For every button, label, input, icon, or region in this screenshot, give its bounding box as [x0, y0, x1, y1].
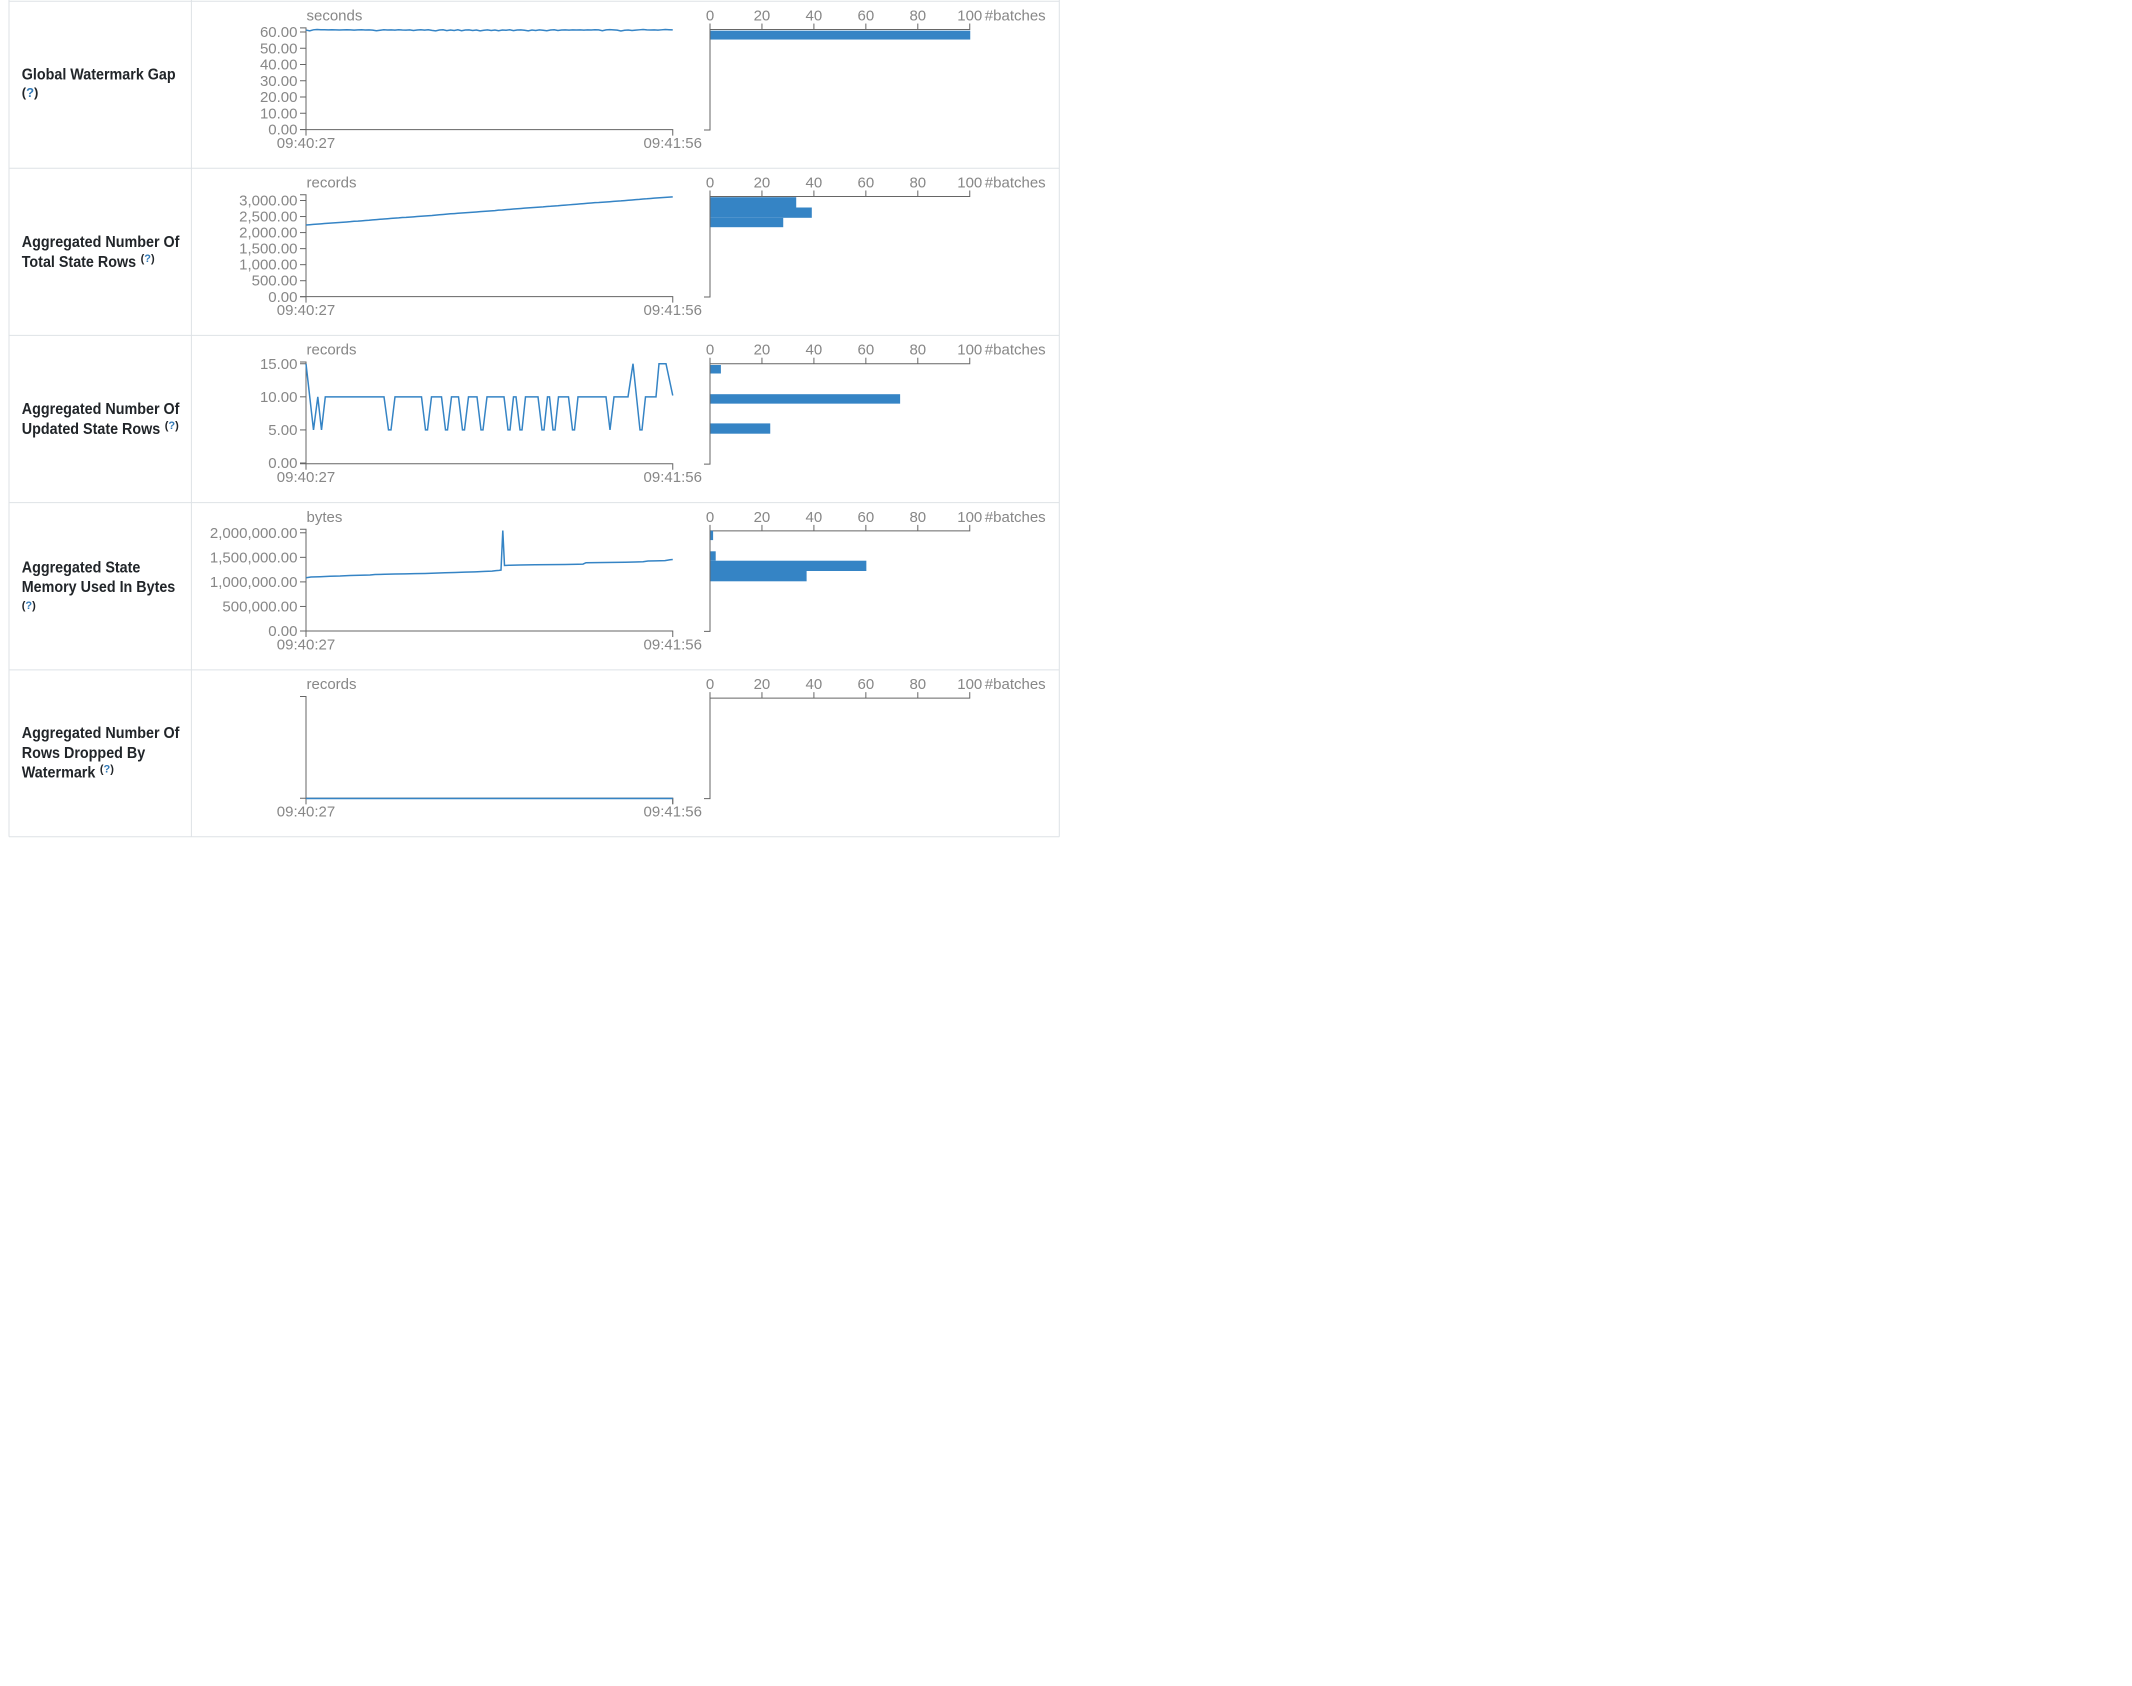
svg-text:60: 60	[858, 175, 875, 192]
svg-text:#batches: #batches	[985, 342, 1046, 359]
svg-text:15.00: 15.00	[260, 356, 298, 373]
svg-text:80: 80	[909, 676, 926, 693]
svg-text:0: 0	[706, 676, 714, 693]
svg-text:#batches: #batches	[985, 509, 1046, 526]
svg-text:09:41:56: 09:41:56	[644, 302, 702, 319]
svg-text:#batches: #batches	[985, 175, 1046, 192]
svg-text:records: records	[307, 342, 357, 359]
svg-text:09:40:27: 09:40:27	[277, 135, 335, 152]
svg-text:20.00: 20.00	[260, 89, 298, 106]
svg-text:(?): (?)	[141, 253, 155, 265]
svg-text:80: 80	[909, 8, 926, 25]
svg-text:09:40:27: 09:40:27	[277, 636, 335, 653]
svg-text:Aggregated Number Of: Aggregated Number Of	[22, 725, 180, 742]
svg-text:40: 40	[806, 342, 823, 359]
svg-text:Watermark: Watermark	[22, 765, 96, 782]
svg-text:40: 40	[806, 175, 823, 192]
svg-text:40: 40	[806, 676, 823, 693]
svg-text:09:41:56: 09:41:56	[644, 636, 702, 653]
svg-text:0: 0	[706, 175, 714, 192]
svg-text:#batches: #batches	[985, 8, 1046, 25]
svg-text:Aggregated State: Aggregated State	[22, 559, 141, 576]
svg-text:80: 80	[909, 342, 926, 359]
svg-text:500,000.00: 500,000.00	[222, 598, 297, 615]
svg-text:60.00: 60.00	[260, 24, 298, 41]
svg-text:Aggregated Number Of: Aggregated Number Of	[22, 401, 180, 418]
svg-text:100: 100	[957, 8, 982, 25]
svg-text:Updated State Rows: Updated State Rows	[22, 421, 161, 438]
svg-text:09:40:27: 09:40:27	[277, 804, 335, 821]
svg-text:2,000,000.00: 2,000,000.00	[210, 525, 298, 542]
svg-text:Rows Dropped By: Rows Dropped By	[22, 745, 146, 762]
svg-text:records: records	[307, 174, 357, 191]
svg-text:100: 100	[957, 676, 982, 693]
svg-text:60: 60	[858, 509, 875, 526]
svg-text:60: 60	[858, 676, 875, 693]
svg-text:1,000.00: 1,000.00	[239, 257, 297, 274]
svg-text:09:41:56: 09:41:56	[644, 469, 702, 486]
svg-text:10.00: 10.00	[260, 389, 298, 406]
svg-text:100: 100	[957, 509, 982, 526]
svg-text:100: 100	[957, 342, 982, 359]
svg-text:5.00: 5.00	[268, 422, 297, 439]
svg-text:1,500,000.00: 1,500,000.00	[210, 549, 298, 566]
svg-text:2,500.00: 2,500.00	[239, 209, 297, 226]
svg-text:09:41:56: 09:41:56	[644, 804, 702, 821]
svg-text:40: 40	[806, 8, 823, 25]
svg-text:0.00: 0.00	[268, 623, 297, 640]
svg-text:60: 60	[858, 8, 875, 25]
svg-text:20: 20	[754, 676, 771, 693]
svg-text:3,000.00: 3,000.00	[239, 193, 297, 210]
svg-text:0: 0	[706, 342, 714, 359]
svg-text:09:40:27: 09:40:27	[277, 469, 335, 486]
svg-text:20: 20	[754, 509, 771, 526]
svg-text:50.00: 50.00	[260, 40, 298, 57]
svg-text:20: 20	[754, 8, 771, 25]
svg-text:20: 20	[754, 175, 771, 192]
svg-text:(?): (?)	[22, 600, 36, 612]
svg-text:80: 80	[909, 175, 926, 192]
svg-text:records: records	[307, 676, 357, 693]
svg-text:0.00: 0.00	[268, 455, 297, 472]
svg-text:Aggregated Number Of: Aggregated Number Of	[22, 234, 180, 251]
svg-text:40.00: 40.00	[260, 57, 298, 74]
svg-text:30.00: 30.00	[260, 73, 298, 90]
svg-text:1,500.00: 1,500.00	[239, 241, 297, 258]
svg-text:0: 0	[706, 8, 714, 25]
svg-text:(?): (?)	[100, 764, 114, 776]
svg-text:09:40:27: 09:40:27	[277, 302, 335, 319]
svg-text:10.00: 10.00	[260, 105, 298, 122]
svg-text:Global Watermark Gap: Global Watermark Gap	[22, 67, 176, 84]
svg-text:(?): (?)	[22, 85, 39, 100]
svg-text:1,000,000.00: 1,000,000.00	[210, 574, 298, 591]
svg-text:20: 20	[754, 342, 771, 359]
svg-text:100: 100	[957, 175, 982, 192]
svg-text:#batches: #batches	[985, 676, 1046, 693]
svg-text:bytes: bytes	[307, 509, 343, 526]
svg-text:80: 80	[909, 509, 926, 526]
svg-text:(?): (?)	[165, 420, 179, 432]
svg-text:Total State Rows: Total State Rows	[22, 254, 136, 271]
svg-text:seconds: seconds	[307, 7, 363, 24]
svg-text:0.00: 0.00	[268, 122, 297, 139]
svg-text:2,000.00: 2,000.00	[239, 225, 297, 242]
svg-text:60: 60	[858, 342, 875, 359]
svg-text:Memory Used In Bytes: Memory Used In Bytes	[22, 579, 176, 596]
svg-text:40: 40	[806, 509, 823, 526]
svg-text:0: 0	[706, 509, 714, 526]
svg-text:0.00: 0.00	[268, 289, 297, 306]
svg-text:09:41:56: 09:41:56	[644, 135, 702, 152]
svg-text:500.00: 500.00	[252, 273, 298, 290]
